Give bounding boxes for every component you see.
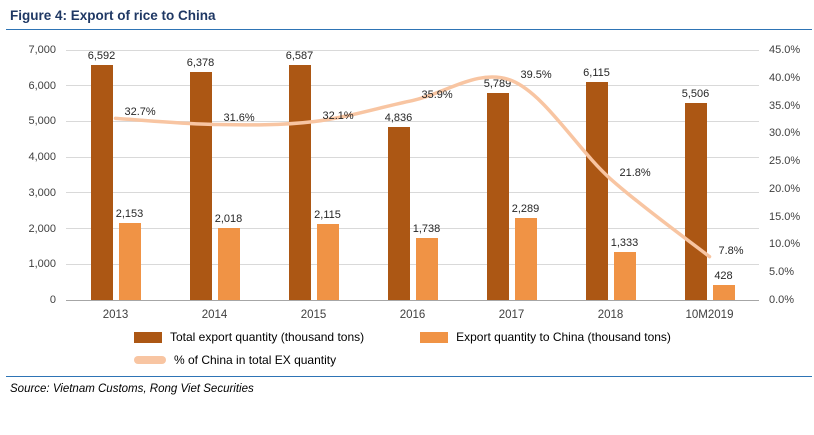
gridline (66, 85, 759, 87)
percent-data-label: 7.8% (718, 244, 744, 257)
bar-china-export (514, 218, 537, 300)
bar-label-total: 6,592 (87, 49, 116, 62)
chart-area: 0 1,000 2,000 3,000 4,000 5,000 6,000 7,000 0.0%… (4, 34, 814, 326)
left-axis-tick-label: 6,000 (28, 79, 56, 92)
right-axis-tick-label: 35.0% (769, 99, 801, 112)
gridline (66, 263, 759, 265)
bar-label-total: 5,789 (483, 78, 512, 91)
right-axis-tick-label: 25.0% (769, 155, 801, 168)
bar-total-export (585, 81, 608, 300)
bar-china-export (712, 284, 735, 300)
right-axis-tick-label: 5.0% (769, 266, 795, 279)
x-axis-category-label: 2014 (201, 309, 228, 321)
legend-label-china: Export quantity to China (thousand tons) (456, 330, 671, 344)
bar-total-export (486, 93, 509, 300)
left-axis-tick-label: 1,000 (28, 258, 56, 271)
gridline (66, 49, 759, 51)
x-axis-category-label: 2016 (399, 309, 426, 321)
figure-panel: Figure 4: Export of rice to China 0 1,000… (4, 8, 814, 395)
bar-china-export (118, 223, 141, 300)
bar-label-total: 6,378 (186, 57, 215, 70)
legend-row-1: Total export quantity (thousand tons) Ex… (134, 330, 810, 344)
legend-item-china: Export quantity to China (thousand tons) (420, 330, 671, 344)
legend-swatch-total-bar (134, 331, 162, 343)
bar-label-china: 2,289 (511, 203, 540, 216)
bar-total-export (387, 127, 410, 300)
bar-label-total: 6,115 (583, 66, 610, 79)
bar-label-china: 2,153 (115, 208, 144, 221)
x-axis-category-label: 2015 (300, 309, 327, 321)
gridline (66, 192, 759, 194)
bar-china-export (217, 227, 240, 300)
x-axis-category-label: 2018 (597, 309, 624, 321)
bar-label-china: 428 (714, 269, 733, 282)
legend-label-total: Total export quantity (thousand tons) (170, 330, 365, 344)
right-axis-tick-label: 40.0% (769, 71, 801, 84)
bottom-rule (6, 376, 812, 377)
percent-data-label: 35.9% (421, 88, 453, 101)
bar-total-export (189, 72, 212, 300)
bar-label-total: 6,587 (285, 49, 314, 62)
bar-total-export (288, 64, 311, 300)
left-axis-tick-label: 7,000 (28, 44, 56, 56)
x-axis-line (66, 299, 759, 301)
title-rule (6, 29, 812, 30)
left-axis-tick-label: 3,000 (28, 186, 56, 199)
left-axis-tick-label: 0 (49, 294, 56, 306)
x-axis-category-label: 10M2019 (685, 309, 734, 321)
legend-label-percent: % of China in total EX quantity (174, 353, 337, 367)
percent-data-label: 21.8% (619, 166, 651, 179)
right-axis-tick-label: 30.0% (769, 127, 801, 140)
legend-item-total: Total export quantity (thousand tons) (134, 330, 364, 344)
bar-label-total: 5,506 (681, 88, 710, 101)
gridline (66, 156, 759, 158)
bar-china-export (415, 237, 438, 300)
x-axis-category-label: 2017 (498, 309, 525, 321)
percent-data-label: 32.7% (124, 106, 156, 119)
legend-swatch-percent-line (134, 356, 166, 364)
bar-label-china: 1,738 (412, 222, 441, 235)
bar-label-china: 1,333 (610, 237, 639, 250)
source-note: Source: Vietnam Customs, Rong Viet Secur… (10, 383, 254, 395)
legend-row-2: % of China in total EX quantity (134, 353, 810, 367)
percent-data-label: 32.1% (322, 109, 354, 122)
bar-label-china: 2,115 (314, 209, 341, 222)
x-axis-category-label: 2013 (102, 309, 129, 321)
bar-china-export (316, 224, 339, 300)
legend: Total export quantity (thousand tons) Ex… (134, 330, 810, 367)
right-axis-tick-label: 20.0% (769, 182, 801, 195)
left-axis-tick-label: 4,000 (28, 151, 56, 164)
left-axis-tick-label: 5,000 (28, 115, 56, 128)
bar-total-export (90, 64, 113, 300)
legend-swatch-china-bar (420, 331, 449, 343)
bar-label-total: 4,836 (384, 112, 413, 125)
right-axis-tick-label: 0.0% (769, 294, 795, 306)
left-axis-tick-label: 2,000 (28, 222, 56, 235)
bar-label-china: 2,018 (214, 212, 243, 225)
percent-data-label: 31.6% (223, 112, 255, 125)
bar-china-export (613, 252, 636, 300)
right-axis-tick-label: 10.0% (769, 238, 801, 251)
legend-item-percent: % of China in total EX quantity (134, 353, 336, 367)
percent-data-label: 39.5% (520, 68, 552, 81)
chart-title: Figure 4: Export of rice to China (10, 8, 216, 23)
right-axis-tick-label: 15.0% (769, 210, 801, 223)
right-axis-tick-label: 45.0% (769, 44, 801, 56)
